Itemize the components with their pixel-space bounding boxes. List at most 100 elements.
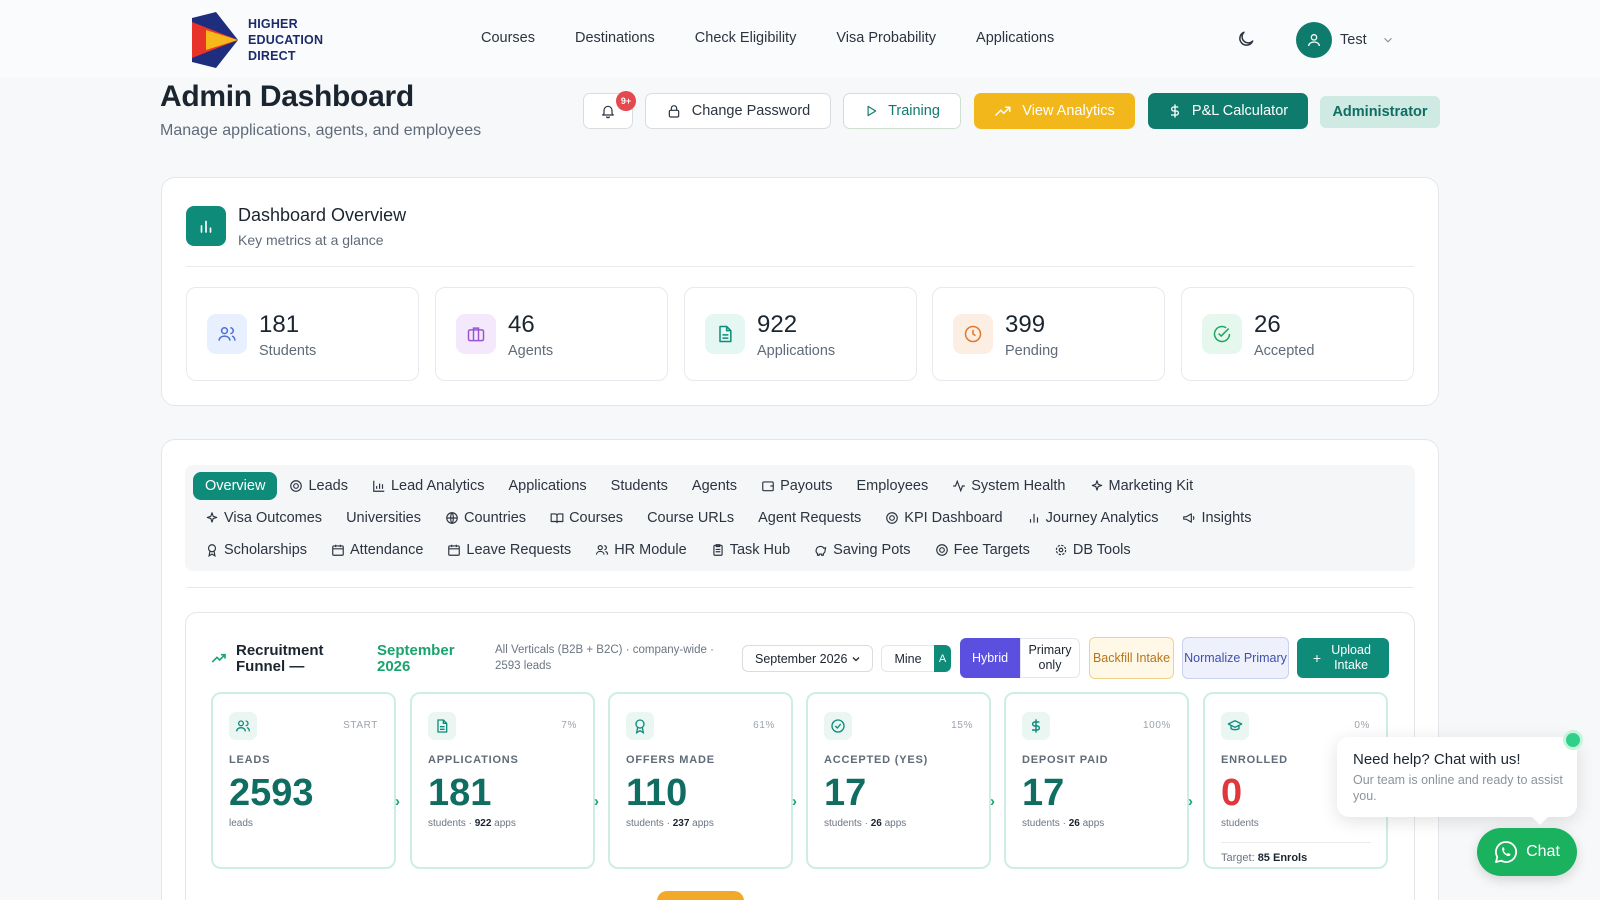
tab-label: Agent Requests	[758, 510, 862, 526]
stat-card-pending[interactable]: 399 Pending	[932, 287, 1165, 381]
nav-destinations[interactable]: Destinations	[575, 30, 655, 46]
tab-label: Lead Analytics	[390, 478, 485, 494]
tab-payouts[interactable]: Payouts	[749, 472, 844, 500]
chevron-down-icon	[1383, 37, 1392, 43]
month-select[interactable]: September 2026	[742, 645, 873, 672]
scope-mine-toggle[interactable]: Mine	[881, 645, 935, 672]
tab-applications[interactable]: Applications	[496, 472, 598, 500]
tab-marketing-kit[interactable]: Marketing Kit	[1078, 472, 1206, 500]
funnel-stage-deposit[interactable]: 100% DEPOSIT PAID 17 students · 26 apps	[1004, 692, 1189, 869]
divider	[186, 587, 1414, 588]
stat-card-students[interactable]: 181 Students	[186, 287, 419, 381]
tab-label: Task Hub	[729, 542, 791, 558]
tab-kpi-dashboard[interactable]: KPI Dashboard	[873, 504, 1014, 532]
play-icon	[867, 105, 877, 117]
tab-insights[interactable]: Insights	[1170, 504, 1263, 532]
tab-universities[interactable]: Universities	[334, 504, 433, 532]
tab-system-health[interactable]: System Health	[940, 472, 1077, 500]
chevron-right-icon: ›	[990, 793, 995, 810]
chat-button[interactable]: Chat	[1477, 828, 1577, 876]
dollar-icon	[1170, 104, 1179, 118]
overview-title: Dashboard Overview	[238, 205, 407, 225]
stage-value: 110	[626, 772, 688, 814]
enrol-target: Target: 85 Enrols	[1221, 852, 1308, 864]
activity-icon	[953, 479, 966, 493]
upload-intake-button[interactable]: + Upload Intake	[1297, 638, 1389, 678]
stage-label: OFFERS MADE	[626, 754, 715, 766]
chat-help-title: Need help? Chat with us!	[1353, 751, 1521, 768]
lock-icon	[668, 105, 680, 118]
nav-applications[interactable]: Applications	[976, 30, 1055, 46]
user-menu[interactable]: Test	[1296, 22, 1395, 58]
change-password-label: Change Password	[691, 103, 811, 119]
chevron-right-icon: ›	[792, 793, 797, 810]
scope-all-toggle[interactable]: A	[934, 645, 951, 672]
tab-label: Course URLs	[647, 510, 735, 526]
tab-agents[interactable]: Agents	[680, 472, 749, 500]
tab-students[interactable]: Students	[599, 472, 680, 500]
training-label: Training	[888, 103, 940, 119]
tab-course-urls[interactable]: Course URLs	[635, 504, 746, 532]
nav-courses[interactable]: Courses	[481, 30, 535, 46]
tab-label: Visa Outcomes	[224, 510, 323, 526]
pl-calculator-button[interactable]: P&L Calculator	[1148, 93, 1308, 129]
change-password-button[interactable]: Change Password	[645, 93, 831, 129]
calendar-icon	[332, 544, 344, 556]
tab-countries[interactable]: Countries	[433, 504, 538, 532]
normalize-primary-button[interactable]: Normalize Primary	[1182, 637, 1289, 679]
funnel-stage-leads[interactable]: START LEADS 2593 leads	[211, 692, 396, 869]
stage-value: 17	[824, 772, 867, 814]
tab-fee-targets[interactable]: Fee Targets	[923, 536, 1042, 564]
tab-label: Fee Targets	[953, 542, 1030, 558]
tab-lead-analytics[interactable]: Lead Analytics	[360, 472, 497, 500]
award-icon	[626, 712, 654, 740]
book-open-icon	[550, 513, 564, 524]
check-circle-icon	[824, 712, 852, 740]
tab-label: Insights	[1201, 510, 1252, 526]
tab-db-tools[interactable]: DB Tools	[1042, 536, 1143, 564]
chevron-right-icon: ›	[395, 793, 400, 810]
stat-card-accepted[interactable]: 26 Accepted	[1181, 287, 1414, 381]
orange-action-tab[interactable]	[657, 891, 744, 900]
tab-hr-module[interactable]: HR Module	[583, 536, 699, 564]
mode-hybrid-toggle[interactable]: Hybrid	[960, 638, 1020, 678]
tab-scholarships[interactable]: Scholarships	[193, 536, 319, 564]
funnel-stage-applications[interactable]: 7% APPLICATIONS 181 students · 922 apps	[410, 692, 595, 869]
stage-label: ACCEPTED (YES)	[824, 754, 929, 766]
divider	[186, 266, 1414, 267]
dark-mode-toggle[interactable]	[1236, 29, 1256, 49]
stage-percent: 100%	[1143, 720, 1171, 731]
brand-logo[interactable]: HIGHER EDUCATION DIRECT	[190, 12, 323, 68]
tab-attendance[interactable]: Attendance	[319, 536, 435, 564]
sparkles-icon	[1091, 480, 1102, 491]
tab-label: Students	[610, 478, 668, 494]
tab-task-hub[interactable]: Task Hub	[699, 536, 802, 564]
tab-overview[interactable]: Overview	[193, 472, 278, 500]
funnel-stage-offers[interactable]: 61% OFFERS MADE 110 students · 237 apps	[608, 692, 793, 869]
tab-leave-requests[interactable]: Leave Requests	[435, 536, 583, 564]
piggy-bank-icon	[815, 545, 827, 556]
tab-agent-requests[interactable]: Agent Requests	[746, 504, 873, 532]
main-nav: Courses Destinations Check Eligibility V…	[481, 30, 1054, 46]
tab-saving-pots[interactable]: Saving Pots	[802, 536, 922, 564]
tab-visa-outcomes[interactable]: Visa Outcomes	[193, 504, 334, 532]
stat-card-agents[interactable]: 46 Agents	[435, 287, 668, 381]
stage-value: 0	[1221, 772, 1243, 814]
stat-card-applications[interactable]: 922 Applications	[684, 287, 917, 381]
tab-label: Journey Analytics	[1045, 510, 1159, 526]
funnel-stage-accepted[interactable]: 15% ACCEPTED (YES) 17 students · 26 apps	[806, 692, 991, 869]
nav-check-eligibility[interactable]: Check Eligibility	[694, 30, 797, 46]
tab-leads[interactable]: Leads	[277, 472, 360, 500]
tab-employees[interactable]: Employees	[844, 472, 940, 500]
tab-courses[interactable]: Courses	[538, 504, 635, 532]
pl-calculator-label: P&L Calculator	[1191, 103, 1289, 119]
view-analytics-button[interactable]: View Analytics	[974, 93, 1135, 129]
mode-primary-only-toggle[interactable]: Primary only	[1020, 638, 1080, 678]
chat-help-popup[interactable]: Need help? Chat with us! Our team is onl…	[1337, 737, 1577, 817]
nav-visa-probability[interactable]: Visa Probability	[836, 30, 937, 46]
backfill-intake-button[interactable]: Backfill Intake	[1089, 637, 1174, 679]
tab-journey-analytics[interactable]: Journey Analytics	[1015, 504, 1171, 532]
training-button[interactable]: Training	[843, 93, 961, 129]
award-icon	[207, 544, 217, 557]
tab-label: HR Module	[614, 542, 687, 558]
